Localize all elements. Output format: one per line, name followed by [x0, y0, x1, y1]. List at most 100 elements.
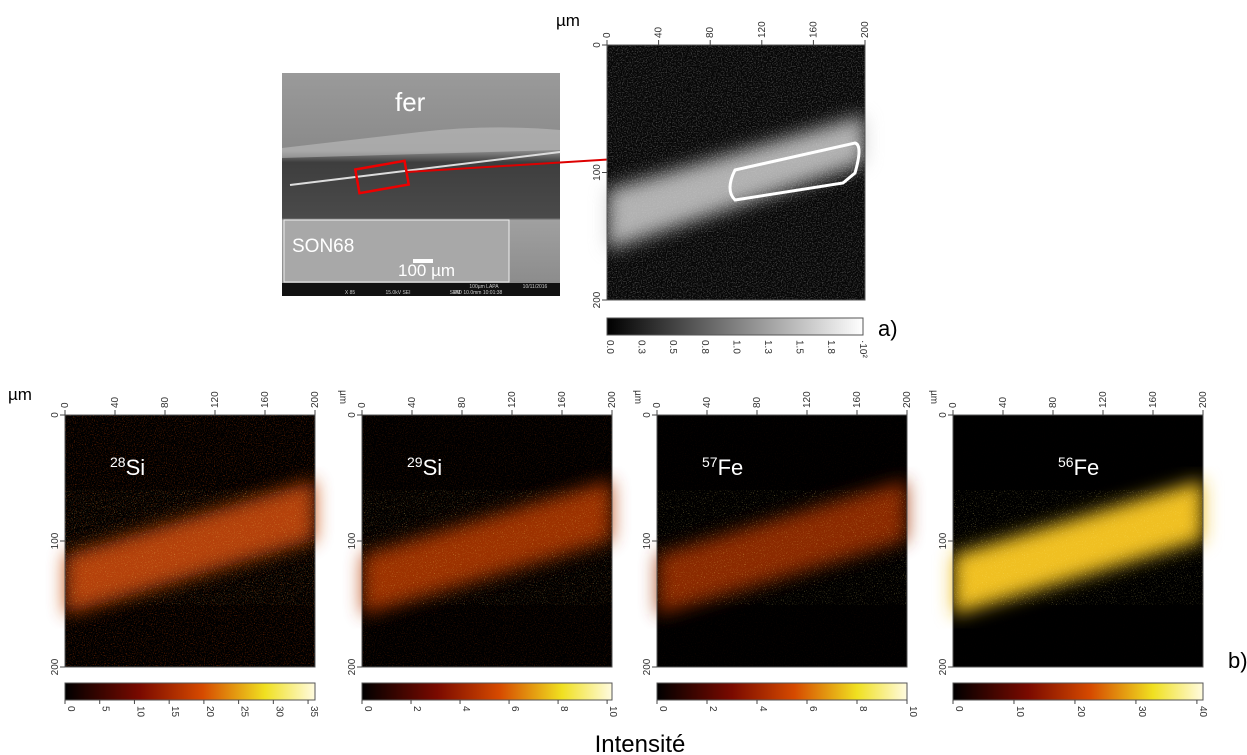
colorbar-label: 0	[362, 706, 373, 712]
y-tick-label: 0	[592, 42, 603, 48]
colorbar	[361, 682, 613, 701]
x-tick-label: 200	[860, 21, 871, 38]
x-tick-label: 120	[210, 391, 221, 408]
y-tick-label: 0	[347, 412, 358, 418]
colorbar-label: 20	[204, 706, 215, 718]
colorbar-label: 20	[1075, 706, 1086, 718]
x-tick-label: 40	[702, 396, 713, 408]
isotope-label: 56Fe	[1058, 454, 1099, 480]
y-tick-label: 100	[592, 164, 603, 181]
x-tick-label: 80	[752, 396, 763, 408]
x-tick-label: 40	[998, 396, 1009, 408]
x-tick-label: 0	[652, 402, 663, 408]
isotope-label: 57Fe	[702, 454, 743, 480]
colorbar	[952, 682, 1204, 701]
colorbar-multiplier: ·10²	[857, 340, 868, 358]
isotope-mass: 28	[110, 454, 126, 470]
colorbar-label: 1.8	[825, 340, 836, 354]
colorbar-label: 2	[411, 706, 422, 712]
x-tick-label: 40	[654, 26, 665, 38]
y-tick-label: 100	[50, 532, 61, 549]
y-tick-label: 0	[50, 412, 61, 418]
y-tick-label: 100	[938, 532, 949, 549]
y-tick-label: 100	[347, 532, 358, 549]
x-tick-label: 200	[902, 391, 913, 408]
colorbar-label: 6	[509, 706, 520, 712]
colorbar-label: 0.5	[667, 340, 678, 354]
x-tick-label: 160	[260, 391, 271, 408]
x-tick-label: 80	[457, 396, 468, 408]
colorbar-label: 4	[757, 706, 768, 712]
colorbar-label: 5	[100, 706, 111, 712]
band-noise	[953, 490, 1203, 605]
colorbar-label: 0	[657, 706, 668, 712]
x-tick-label: 120	[757, 21, 768, 38]
colorbar-label: 40	[1197, 706, 1208, 718]
isotope-element: Si	[423, 455, 443, 480]
colorbar-label: 8	[857, 706, 868, 712]
colorbar-label: 6	[807, 706, 818, 712]
x-tick-label: 120	[802, 391, 813, 408]
isotope-mass: 57	[702, 454, 718, 470]
x-tick-label: 40	[407, 396, 418, 408]
colorbar-label: 1.3	[762, 340, 773, 354]
caption: Intensité	[595, 731, 686, 755]
colorbar-label: 0	[65, 706, 76, 712]
colorbar-label: 1.5	[794, 340, 805, 354]
y-tick-label: 200	[592, 291, 603, 308]
x-tick-label: 80	[160, 396, 171, 408]
isotope-element: Si	[126, 455, 146, 480]
y-tick-label: 100	[642, 532, 653, 549]
colorbar-label: 15	[169, 706, 180, 718]
unit: µm	[8, 385, 32, 404]
sem-footer: SEM	[450, 290, 461, 296]
x-tick-label: 0	[357, 402, 368, 408]
y-tick-label: 200	[938, 658, 949, 675]
colorbar-label: 1.0	[730, 340, 741, 354]
x-tick-label: 120	[507, 391, 518, 408]
x-tick-label: 0	[60, 402, 71, 408]
x-tick-label: 0	[602, 32, 613, 38]
colorbar-label: 0.8	[699, 340, 710, 354]
sem-label: SON68	[292, 236, 354, 257]
band-noise	[65, 490, 315, 605]
y-tick-label: 0	[642, 412, 653, 418]
colorbar-label: 0.0	[604, 340, 615, 354]
x-tick-label: 160	[1148, 391, 1159, 408]
colorbar-label: 30	[273, 706, 284, 718]
colorbar-label: 10	[134, 706, 145, 718]
panel-label: b)	[1228, 648, 1247, 673]
band	[607, 115, 865, 250]
x-tick-label: 200	[310, 391, 321, 408]
y-tick-label: 0	[938, 412, 949, 418]
y-tick-label: 200	[50, 658, 61, 675]
colorbar-label: 35	[308, 706, 319, 718]
x-tick-label: 160	[557, 391, 568, 408]
colorbar-label: 10	[607, 706, 618, 718]
colorbar-label: 25	[239, 706, 250, 718]
x-tick-label: 80	[705, 26, 716, 38]
panel-label: a)	[878, 316, 898, 341]
unit: µm	[337, 390, 348, 404]
sem-label: fer	[395, 87, 426, 117]
colorbar	[656, 682, 908, 701]
x-tick-label: 80	[1048, 396, 1059, 408]
colorbar-label: 30	[1136, 706, 1147, 718]
colorbar-label: 10	[1014, 706, 1025, 718]
colorbar-label: 0	[953, 706, 964, 712]
y-tick-label: 200	[347, 658, 358, 675]
band-noise	[362, 490, 612, 605]
scale-label: 100 µm	[398, 261, 455, 280]
x-tick-label: 160	[808, 21, 819, 38]
x-tick-label: 160	[852, 391, 863, 408]
unit: µm	[632, 390, 643, 404]
isotope-mass: 29	[407, 454, 423, 470]
x-tick-label: 0	[948, 402, 959, 408]
colorbar	[64, 682, 316, 701]
sem-footer: 100µm LAPA	[469, 284, 499, 290]
isotope-element: Fe	[718, 455, 744, 480]
sem-footer: X 85	[345, 290, 356, 296]
y-tick-label: 200	[642, 658, 653, 675]
sem-footer: 15.0kV SEI	[385, 290, 410, 296]
